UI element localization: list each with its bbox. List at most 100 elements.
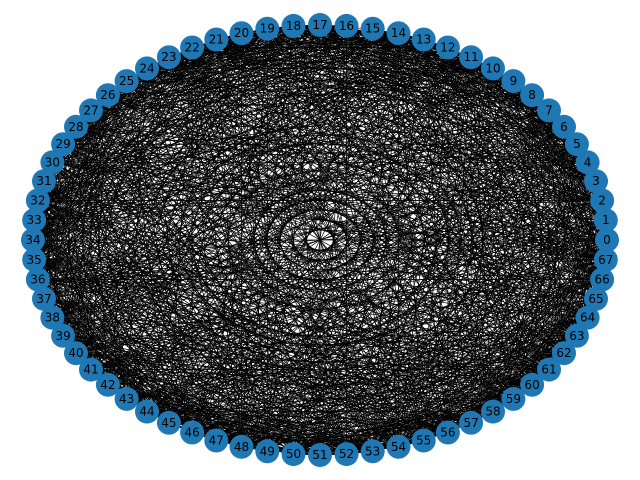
node-label: 48 — [234, 440, 249, 454]
edge — [191, 47, 603, 280]
edge — [293, 25, 603, 280]
edge — [32, 239, 533, 386]
node-circle — [25, 188, 50, 213]
graph-node-67: 67 — [593, 247, 618, 272]
edge — [267, 28, 606, 261]
graph-node-6: 6 — [552, 114, 576, 139]
edge — [90, 298, 597, 370]
graph-node-3: 3 — [584, 169, 608, 194]
edge — [43, 181, 170, 423]
edge — [423, 298, 597, 441]
node-label: 60 — [524, 378, 539, 392]
node-circle — [180, 420, 205, 445]
node-label: 45 — [161, 416, 176, 430]
edge — [293, 298, 597, 455]
node-label: 30 — [45, 155, 60, 169]
node-circle — [360, 439, 385, 464]
node-label: 25 — [119, 74, 134, 88]
node-circle — [501, 386, 526, 411]
node-label: 36 — [30, 273, 45, 287]
edge — [319, 24, 597, 300]
graph-node-16: 16 — [334, 13, 359, 38]
edge — [398, 33, 494, 412]
node-circle — [281, 442, 306, 467]
node-circle — [21, 228, 45, 252]
node-label: 50 — [286, 447, 301, 461]
edge — [75, 259, 606, 354]
graph-node-44: 44 — [135, 399, 159, 424]
edge — [90, 317, 588, 370]
node-label: 13 — [416, 33, 431, 47]
node-circle — [435, 35, 460, 60]
node-label: 16 — [339, 19, 354, 33]
edge — [192, 411, 494, 433]
edge — [492, 68, 607, 260]
edge — [447, 47, 603, 280]
graph-node-12: 12 — [435, 35, 460, 60]
edge — [319, 335, 578, 456]
graph-node-51: 51 — [308, 443, 332, 467]
edge — [90, 110, 268, 452]
node-circle — [520, 372, 545, 397]
node-circle — [229, 21, 254, 46]
edge — [267, 28, 533, 386]
node-circle — [575, 305, 600, 330]
node-circle — [334, 13, 359, 38]
edge — [319, 24, 603, 280]
edge — [146, 39, 217, 412]
edge — [107, 94, 597, 300]
node-label: 4 — [584, 155, 592, 169]
edge — [33, 219, 217, 441]
edge — [146, 259, 606, 412]
edge — [37, 200, 533, 386]
edge — [34, 259, 514, 400]
graph-node-39: 39 — [51, 323, 76, 348]
edge — [37, 200, 494, 412]
edge — [34, 180, 597, 221]
node-label: 7 — [545, 103, 553, 117]
node-circle — [564, 132, 589, 157]
edge — [37, 279, 577, 337]
graph-node-11: 11 — [459, 45, 484, 70]
edge — [37, 259, 606, 280]
edge — [423, 259, 607, 441]
edge — [62, 143, 399, 448]
node-label: 33 — [27, 213, 42, 227]
node-circle — [481, 399, 505, 424]
node-circle — [537, 98, 561, 123]
edge — [63, 143, 606, 261]
edge — [319, 24, 588, 318]
graph-node-56: 56 — [435, 420, 460, 445]
edge — [216, 369, 550, 441]
node-label: 58 — [485, 405, 500, 419]
node-label: 12 — [440, 41, 455, 55]
edge — [43, 298, 347, 455]
node-label: 67 — [598, 253, 613, 267]
node-circle — [32, 169, 56, 194]
edge — [126, 298, 597, 400]
node-label: 32 — [30, 194, 45, 208]
graph-node-38: 38 — [40, 305, 65, 330]
edge — [62, 28, 268, 145]
edge — [37, 279, 588, 319]
edge — [32, 239, 494, 412]
node-circle — [552, 341, 576, 366]
edge — [126, 80, 606, 261]
node-circle — [593, 208, 618, 233]
edge — [33, 220, 170, 423]
node-label: 3 — [592, 174, 600, 188]
edge — [423, 39, 603, 280]
edge — [107, 259, 606, 386]
edge — [293, 25, 565, 354]
edge — [126, 28, 268, 400]
edge — [146, 384, 533, 412]
edge — [34, 219, 565, 354]
node-circle — [135, 399, 159, 424]
node-label: 34 — [25, 233, 40, 247]
edge — [32, 110, 550, 241]
edge — [241, 335, 578, 448]
graph-node-55: 55 — [411, 428, 436, 453]
graph-node-43: 43 — [114, 386, 139, 411]
edge — [267, 411, 494, 452]
edge — [372, 298, 597, 452]
